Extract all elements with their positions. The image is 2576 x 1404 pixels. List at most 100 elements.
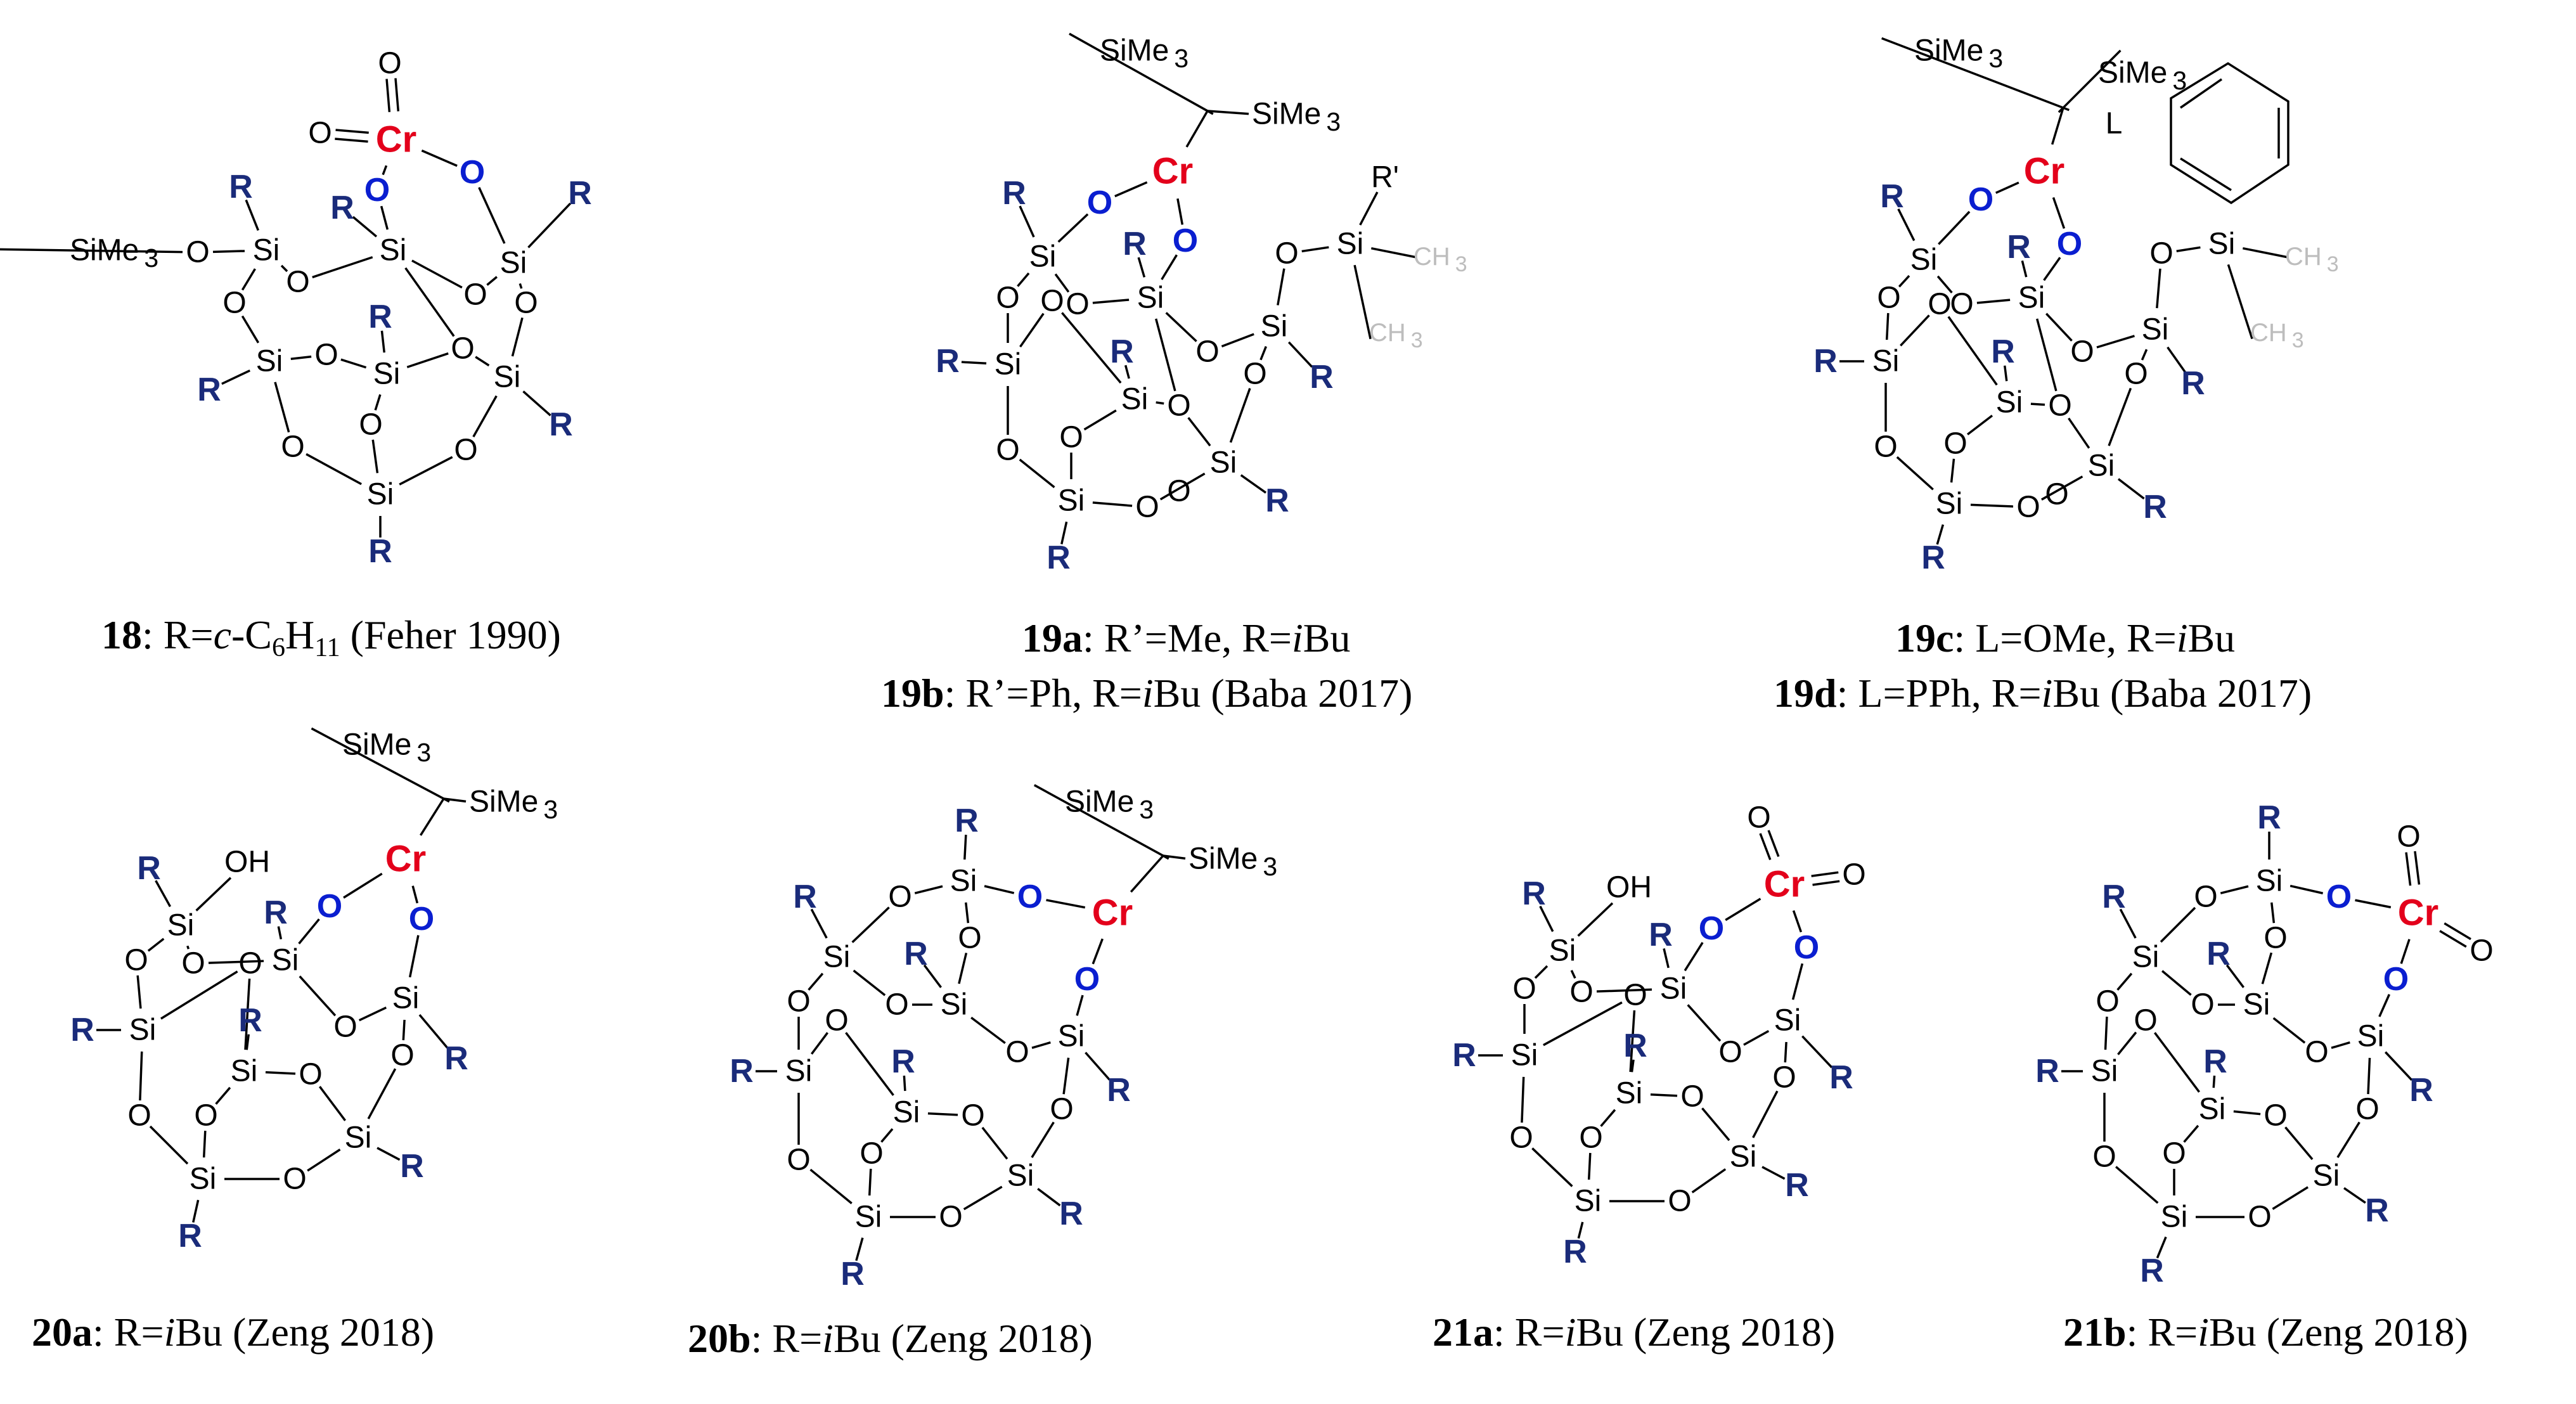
single-bond-line: [367, 1068, 397, 1119]
sime3-label: SiMe 3: [1914, 34, 2003, 74]
oxygen-atom: O: [1243, 357, 1266, 391]
oxygen-atom-cr-bound: O: [1699, 910, 1724, 947]
compound-id: 20a: [32, 1310, 93, 1355]
single-bond-line: [1784, 1041, 1787, 1063]
r-group-label: R: [400, 1148, 424, 1185]
caption-sep: :: [93, 1310, 104, 1355]
single-bond-line: [2261, 952, 2273, 984]
compound-id: 21a: [1433, 1310, 1493, 1355]
oxygen-atom: O: [359, 408, 382, 442]
single-bond-line: [2115, 1166, 2159, 1204]
oxygen-atom: O: [2264, 922, 2287, 955]
single-bond-line: [472, 395, 498, 437]
silicon-atom: Si: [950, 865, 977, 898]
double-bond-line: [335, 138, 368, 143]
single-bond-line: [374, 394, 382, 411]
chromium-atom: Cr: [1764, 864, 1805, 905]
single-bond-line: [1896, 456, 1934, 491]
caption-text: Bu: [2187, 615, 2236, 660]
single-bond-line: [382, 165, 388, 176]
r-group-label: R: [1649, 917, 1673, 953]
single-bond-line: [2272, 1017, 2306, 1044]
single-bond-line: [2284, 1126, 2314, 1161]
oxygen-atom: O: [1950, 288, 1973, 321]
single-bond-line: [2156, 268, 2161, 309]
single-bond-line: [1031, 1041, 1051, 1049]
single-bond-line: [1539, 905, 1554, 932]
oxygen-atom: O: [1050, 1093, 1073, 1126]
double-bond-line: [394, 78, 400, 112]
single-bond-line: [1936, 524, 1945, 545]
oxygen-atom: O: [1747, 801, 1770, 835]
single-bond-line: [1531, 1147, 1573, 1187]
single-bond-line: [208, 960, 264, 964]
silicon-atom: Si: [1774, 1004, 1801, 1038]
oxygen-atom: O: [996, 434, 1019, 467]
chromium-atom: Cr: [376, 119, 416, 160]
benzene-ring: [2170, 61, 2289, 205]
single-bond-line: [478, 186, 506, 244]
caption-sep: :: [750, 1316, 763, 1361]
single-bond-line: [186, 945, 190, 950]
oxygen-atom: O: [378, 47, 401, 81]
single-bond-line: [136, 975, 142, 1009]
oxygen-atom: O: [2016, 491, 2040, 524]
silicon-atom: Si: [1730, 1140, 1757, 1174]
single-bond-line: [1938, 210, 1971, 245]
silicon-atom: Si: [500, 247, 527, 280]
caption-subscript: 6: [271, 633, 285, 662]
oxygen-atom: O: [2355, 1093, 2379, 1126]
single-bond-line: [1691, 1168, 1727, 1194]
r-group-label: R: [330, 190, 354, 226]
caption-italic: c: [213, 612, 231, 657]
single-bond-line: [1046, 899, 1086, 909]
oxygen-atom-cr-bound: O: [1017, 879, 1043, 915]
silicon-atom: Si: [785, 1055, 813, 1088]
single-bond-line: [280, 264, 288, 273]
single-bond-line: [147, 937, 165, 952]
silicon-atom: Si: [2132, 941, 2160, 974]
r-group-label: R: [730, 1053, 754, 1090]
caption-text: -C: [231, 612, 272, 657]
caption-italic: i: [1291, 615, 1303, 660]
single-bond-line: [1060, 521, 1068, 544]
sime3-label: SiMe 3: [70, 234, 158, 273]
r-group-label: R: [2206, 936, 2231, 972]
silicon-atom: Si: [1936, 487, 1963, 521]
single-bond-line: [2331, 1041, 2350, 1049]
silicon-atom: Si: [2088, 449, 2115, 483]
single-bond-line: [1596, 988, 1652, 993]
r-group-label: R: [936, 343, 960, 380]
silicon-atom: Si: [494, 361, 521, 394]
r-group-label: R: [368, 533, 392, 570]
oxygen-atom: O: [939, 1201, 962, 1234]
oxygen-atom: O: [1066, 288, 1089, 321]
single-bond-line: [2367, 1057, 2371, 1095]
caption-italic: i: [1564, 1310, 1576, 1355]
oxygen-atom: O: [885, 988, 908, 1022]
caption-20b: 20b: R=iBu (Zeng 2018): [688, 1318, 1093, 1359]
single-bond-line: [2160, 906, 2196, 943]
caption-sep: :: [1836, 671, 1848, 716]
oxygen-atom: O: [2194, 880, 2217, 914]
oxygen-atom: O: [787, 985, 810, 1019]
single-bond-line: [1057, 213, 1089, 243]
ligand-label: L: [2106, 107, 2123, 141]
oxygen-atom-cr-bound: O: [1794, 929, 1819, 966]
caption-text: L=PPh, R=: [1848, 671, 2042, 716]
r-group-label: R: [793, 879, 817, 915]
single-bond-line: [1221, 333, 1254, 348]
hydroxyl-label: OH: [224, 846, 270, 879]
caption-text: R’=Ph, R=: [955, 671, 1142, 716]
oxygen-atom: O: [2134, 1004, 2157, 1038]
oxygen-atom: O: [2305, 1036, 2328, 1069]
single-bond-line: [1967, 415, 1993, 435]
single-bond-line: [406, 352, 449, 368]
silicon-atom: Si: [167, 909, 195, 943]
oxygen-atom: O: [333, 1010, 357, 1044]
single-bond-line: [2068, 417, 2090, 449]
single-bond-line: [923, 964, 942, 988]
silicon-atom: Si: [1058, 1020, 1085, 1053]
double-bond-line: [2444, 922, 2471, 941]
